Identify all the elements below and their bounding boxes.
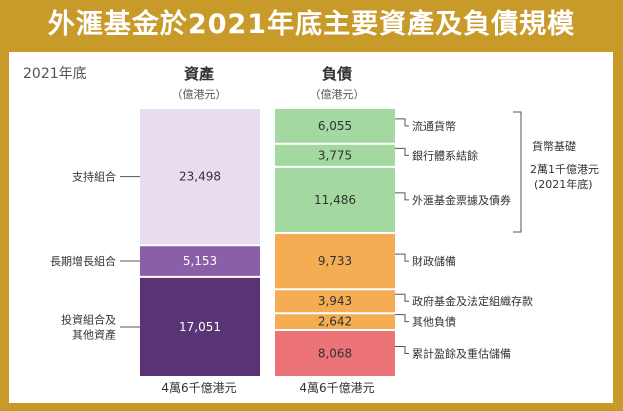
assets-segment-2: [140, 277, 260, 376]
liabilities-category-label-3: 財政儲備: [412, 254, 456, 268]
liabilities-leader-line-2: [395, 192, 409, 201]
year-label: 2021年底: [23, 66, 87, 82]
chart-svg: 2021年底 資產 （億港元） 負債 （億港元） 23,498 支持組合 5,153…: [23, 65, 599, 395]
liabilities-leader-line-0: [395, 118, 409, 127]
assets-segment-1: [140, 246, 260, 276]
liabilities-total: 4萬6千億港元: [299, 381, 374, 395]
liabilities-segment-0: [275, 109, 395, 143]
liabilities-value-label-3: 9,733: [318, 254, 352, 268]
assets-category-label-2-1: 其他資產: [72, 327, 116, 341]
liabilities-segment-1: [275, 144, 395, 166]
liabilities-title: 負債: [322, 65, 352, 83]
assets-value-label-1: 5,153: [183, 254, 217, 268]
liabilities-leader-line-4: [395, 293, 409, 302]
liabilities-category-label-6: 累計盈餘及重估儲備: [412, 346, 511, 360]
backing-note-line-1: 2萬1千億港元: [530, 163, 599, 176]
liabilities-leader-line-3: [395, 253, 409, 262]
liabilities-value-label-6: 8,068: [318, 346, 352, 360]
liabilities-category-label-4: 政府基金及法定組織存款: [412, 294, 533, 308]
backing-bracket: [513, 111, 522, 233]
liabilities-value-label-4: 3,943: [318, 294, 352, 308]
liabilities-stack: 6,055 流通貨幣 3,775 銀行體系結餘 11,486 外滙基金票據及債券 9,733…: [275, 109, 533, 376]
liabilities-category-label-1: 銀行體系結餘: [412, 148, 478, 162]
assets-total: 4萬6千億港元: [161, 381, 236, 395]
assets-value-label-0: 23,498: [179, 170, 221, 184]
liabilities-category-label-5: 其他負債: [412, 315, 456, 329]
liabilities-leader-line-5: [395, 314, 409, 323]
liabilities-segment-6: [275, 330, 395, 376]
liabilities-leader-line-6: [395, 345, 409, 354]
liabilities-category-label-0: 流通貨幣: [412, 119, 456, 133]
liabilities-value-label-5: 2,642: [318, 315, 352, 329]
liabilities-category-label-2: 外滙基金票據及債券: [412, 193, 511, 207]
assets-unit: （億港元）: [172, 88, 227, 101]
assets-segment-0: [140, 109, 260, 245]
assets-value-label-2: 17,051: [179, 320, 221, 334]
chart-panel: 2021年底 資產 （億港元） 負債 （億港元） 23,498 支持組合 5,153…: [9, 52, 613, 403]
liabilities-segment-5: [275, 314, 395, 329]
assets-category-label-0: 支持組合: [72, 170, 116, 184]
liabilities-leader-line-1: [395, 147, 409, 156]
assets-title: 資產: [184, 65, 214, 83]
assets-category-label-2-0: 投資組合及: [61, 312, 116, 326]
assets-category-label-1: 長期增長組合: [50, 254, 116, 268]
liabilities-segment-3: [275, 233, 395, 289]
liabilities-value-label-2: 11,486: [314, 193, 356, 207]
backing-label: 貨幣基礎: [532, 139, 576, 153]
backing-note-line-2: (2021年底): [534, 177, 593, 191]
liabilities-unit: （億港元）: [310, 88, 365, 101]
liabilities-segment-4: [275, 290, 395, 313]
liabilities-value-label-0: 6,055: [318, 119, 352, 133]
liabilities-segment-2: [275, 167, 395, 232]
liabilities-value-label-1: 3,775: [318, 148, 352, 162]
chart-title: 外滙基金於2021年底主要資產及負債規模: [47, 9, 576, 40]
